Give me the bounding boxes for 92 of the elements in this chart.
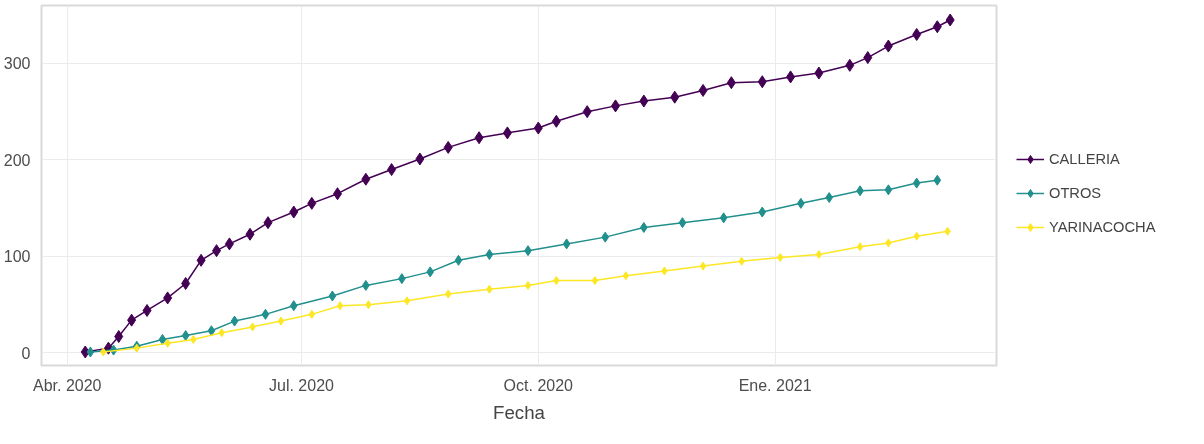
point xyxy=(738,256,745,266)
x-tick-label: Oct. 2020 xyxy=(503,376,574,394)
point xyxy=(670,90,680,104)
point xyxy=(885,238,892,248)
point xyxy=(333,187,343,201)
point xyxy=(582,105,592,119)
y-tick-label: 300 xyxy=(3,55,31,73)
point xyxy=(336,301,344,311)
point xyxy=(190,334,197,344)
point xyxy=(127,313,137,327)
point xyxy=(142,303,152,317)
point xyxy=(207,325,216,337)
point xyxy=(601,231,610,243)
point xyxy=(164,338,171,348)
point xyxy=(249,322,256,332)
point xyxy=(933,174,942,186)
point xyxy=(181,276,191,290)
point xyxy=(158,333,167,345)
point xyxy=(912,177,921,189)
point xyxy=(777,252,784,262)
point xyxy=(86,346,95,358)
point xyxy=(445,289,452,299)
point xyxy=(245,227,255,241)
point xyxy=(932,20,942,34)
y-tick-label: 0 xyxy=(21,344,31,362)
point xyxy=(224,237,234,251)
x-tick-label: Ene. 2021 xyxy=(738,376,812,394)
point xyxy=(562,238,571,250)
y-tick-label: 200 xyxy=(3,151,31,169)
point xyxy=(307,196,317,210)
point xyxy=(945,13,955,27)
point xyxy=(533,121,543,135)
point xyxy=(856,242,864,252)
point xyxy=(261,308,270,320)
point xyxy=(863,51,873,65)
point xyxy=(825,192,834,204)
point xyxy=(661,266,668,276)
point xyxy=(502,126,512,140)
point xyxy=(551,114,561,128)
point xyxy=(622,271,629,281)
point xyxy=(944,226,951,236)
point xyxy=(263,216,273,230)
point xyxy=(758,206,767,218)
point xyxy=(757,75,767,89)
point xyxy=(719,212,728,224)
point xyxy=(553,276,560,286)
x-tick-label: Jul. 2020 xyxy=(269,376,335,394)
x-axis-title: Fecha xyxy=(493,401,546,423)
x-tick-label: Abr. 2020 xyxy=(32,376,102,394)
point xyxy=(913,231,920,241)
point xyxy=(277,316,285,326)
point xyxy=(474,131,484,145)
point xyxy=(308,309,315,319)
point xyxy=(454,254,463,266)
point xyxy=(611,99,621,113)
legend-label: CALLERIA xyxy=(1049,150,1120,167)
point xyxy=(591,276,599,286)
point xyxy=(884,184,893,196)
point xyxy=(524,280,532,290)
point xyxy=(912,27,922,41)
point xyxy=(726,76,736,90)
y-tick-label: 100 xyxy=(3,248,31,266)
point xyxy=(361,172,371,186)
point xyxy=(387,163,397,177)
legend-label: YARINACOCHA xyxy=(1049,218,1156,235)
point xyxy=(443,140,453,154)
point xyxy=(403,296,411,306)
point xyxy=(485,249,494,261)
point xyxy=(786,70,796,84)
point xyxy=(365,300,372,310)
point xyxy=(100,347,107,357)
point xyxy=(212,244,222,258)
point xyxy=(289,205,299,219)
point xyxy=(486,284,493,294)
point xyxy=(196,253,206,267)
point xyxy=(230,315,239,327)
point xyxy=(289,300,298,312)
point xyxy=(426,266,435,278)
point xyxy=(163,291,173,305)
point xyxy=(845,58,855,72)
point xyxy=(678,217,687,229)
point xyxy=(114,330,124,344)
point xyxy=(639,94,649,108)
point xyxy=(328,290,337,302)
point xyxy=(815,250,823,260)
point xyxy=(814,66,824,80)
point xyxy=(218,328,225,338)
point xyxy=(698,83,708,97)
legend-label: OTROS xyxy=(1049,184,1102,201)
point xyxy=(883,39,893,53)
point xyxy=(415,152,425,166)
point xyxy=(699,261,707,271)
